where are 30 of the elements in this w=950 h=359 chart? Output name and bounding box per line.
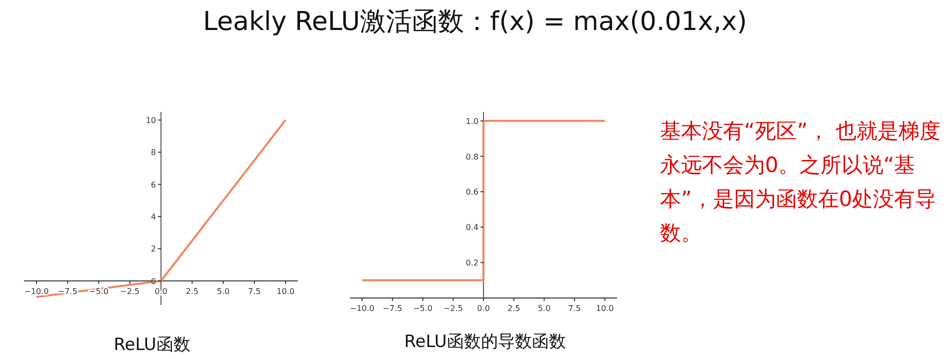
x-tick-label: −10.0 [24, 286, 49, 296]
x-tick-label: 10.0 [596, 304, 614, 313]
x-tick-label: 2.5 [186, 286, 199, 296]
x-axis-title: ReLU函数 [114, 335, 190, 355]
y-tick-label: 6 [150, 180, 156, 190]
x-tick-label: −2.5 [443, 304, 463, 313]
y-tick-label: 1.0 [466, 116, 478, 126]
y-tick-label: 0.2 [466, 258, 478, 268]
y-tick-label: 10 [146, 116, 156, 126]
y-tick-label: 0.8 [466, 152, 478, 162]
x-tick-label: 2.5 [507, 304, 520, 313]
y-tick-label: 2 [150, 244, 156, 254]
x-tick-label: −5.0 [89, 286, 108, 296]
y-tick-label: 4 [150, 212, 156, 222]
x-axis-title: ReLU函数的导数函数 [404, 332, 566, 352]
x-tick-label: 7.5 [248, 286, 261, 296]
x-tick-label: 7.5 [568, 304, 581, 313]
y-tick-label: 8 [150, 148, 156, 158]
x-tick-label: −10.0 [350, 304, 374, 313]
x-tick-label: 5.0 [538, 304, 551, 313]
text: 基本没有“死区”， 也就是梯度永远不会为0。之所以说“基本”，是因为函数在0处没有导数。 [660, 118, 942, 247]
x-tick-label: 5.0 [216, 286, 230, 296]
x-tick-label: 0.0 [477, 304, 490, 313]
y-tick-label: 0.6 [466, 188, 478, 197]
y-tick-label: 0.4 [466, 223, 478, 232]
x-tick-label: −5.0 [413, 304, 433, 313]
x-tick-label: −2.5 [120, 286, 140, 296]
text: Leakly ReLU激活函数：f(x) = max(0.01x,x) [202, 6, 748, 39]
x-tick-label: −7.5 [382, 304, 402, 313]
x-tick-label: 10.0 [276, 286, 294, 296]
